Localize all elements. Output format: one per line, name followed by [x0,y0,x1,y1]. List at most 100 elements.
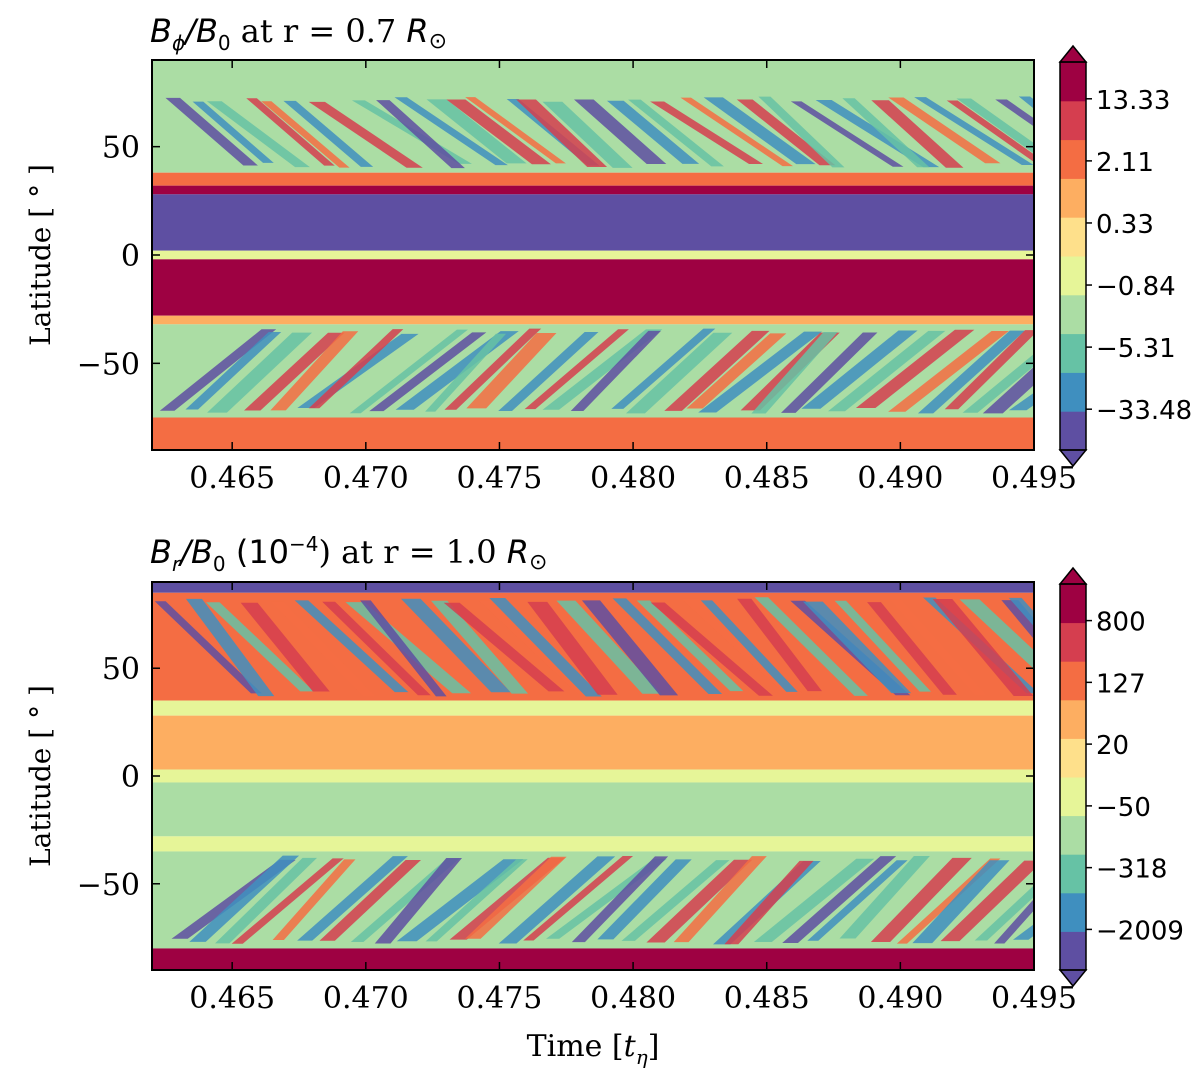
band-5 [152,250,1034,260]
colorbar-segment [1060,178,1086,218]
streak [207,332,313,413]
colorbar-segment [1060,584,1086,624]
x-tick-label: 0.495 [991,461,1077,496]
streak [159,329,277,411]
streak [888,330,1009,412]
band-2 [152,172,1034,186]
streak [994,898,1034,944]
colorbar-top: 13.33 2.11 0.33 −0.84 −5.31 −33.48 [1058,44,1192,468]
streak [855,329,975,409]
streak [206,101,310,168]
band-4 [152,194,1034,251]
streak [636,600,744,692]
band-3 [152,185,1034,195]
streak [736,99,836,166]
streak [1009,392,1034,411]
colorbar-extend-max [1058,566,1088,585]
streak [527,601,618,695]
streak [612,598,723,694]
streak [944,330,1034,410]
band-6 [152,836,1034,852]
streak [165,97,258,166]
colorbar-segment [1060,100,1086,141]
streak [516,99,608,168]
streak [360,600,447,697]
streak [466,332,557,409]
colorbar-tick-label: 0.33 [1096,210,1154,240]
streak [606,100,700,164]
x-ticks-bottom: 0.465 0.470 0.475 0.480 0.485 0.490 0.495 [189,582,1077,1016]
heatmap-top [152,60,1034,450]
streak [185,598,275,697]
streak [231,858,344,944]
streak [444,328,542,410]
streak [597,859,692,940]
streak [680,97,793,167]
streak [349,329,468,414]
streak [192,101,274,163]
streak [322,601,431,696]
streak [240,602,330,692]
panel-bottom: Br/B0 (10−4) at r = 1.0 R⊙ 0.465 0.470 0.4… [24,532,1184,1069]
colorbar-tick-label: −50 [1096,793,1151,823]
streak [205,602,314,692]
streak [465,856,567,939]
streak [308,101,423,168]
streak [754,597,868,696]
band-7 [152,315,1034,325]
streak [650,101,764,165]
panel-bottom-title: Br/B0 (10−4) at r = 1.0 R⊙ [150,532,547,576]
streak [664,330,770,411]
colorbar-segment [1060,411,1086,451]
x-tick-label: 0.480 [590,981,676,1016]
streak [581,600,679,696]
x-tick-label: 0.475 [457,461,543,496]
streak [946,100,1034,163]
streak [571,856,669,943]
colorbar-tick-label: 13.33 [1096,86,1170,116]
streak [270,331,359,411]
streak [982,366,1034,414]
streak [698,331,823,413]
band-3 [152,715,1034,770]
x-tick-label: 0.490 [857,981,943,1016]
streak [431,600,529,694]
x-tick-label: 0.465 [189,981,275,1016]
streak [425,333,507,412]
x-tick-label: 0.470 [323,461,409,496]
streak [914,97,1034,166]
band-6 [152,259,1034,316]
streak [917,330,1026,414]
band-4 [152,769,1034,783]
streak [700,600,798,692]
band-0 [152,60,1034,93]
colorbar-tick-label: 20 [1096,731,1129,761]
band-9 [152,417,1034,450]
streak [867,602,957,695]
streak [185,331,282,410]
streak [888,97,1001,164]
colorbar-segment [1060,777,1086,817]
colorbar-segment [1060,333,1086,373]
streak [737,598,822,692]
streak [912,860,1010,944]
colorbar-tick-label: −0.84 [1096,272,1176,302]
streak [542,101,633,168]
colorbar-segment [1060,815,1086,855]
streak [962,353,1034,413]
streak [834,600,932,692]
y-tick-label: −50 [77,347,140,382]
band-2 [152,700,1034,716]
streak [828,330,946,412]
streak [297,856,408,941]
colorbar-segment [1060,661,1086,701]
colorbar-segment [1060,62,1086,102]
colorbar-tick-label: −33.48 [1096,396,1192,426]
y-tick-label: 50 [102,131,140,166]
streak [839,856,930,939]
streak [570,330,661,411]
streak [628,99,724,167]
streak [376,100,465,169]
x-ticks-top: 0.465 0.470 0.475 0.480 0.485 0.490 0.495 [189,60,1077,496]
